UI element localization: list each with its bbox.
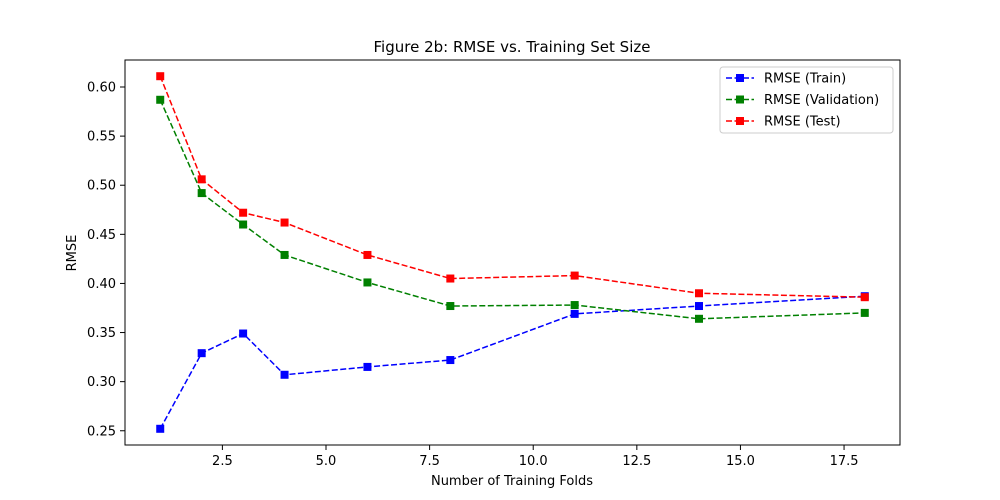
data-point-marker bbox=[239, 220, 248, 229]
x-tick-label: 7.5 bbox=[419, 454, 440, 469]
data-point-marker bbox=[860, 293, 869, 302]
legend-label: RMSE (Validation) bbox=[764, 93, 879, 108]
data-point-marker bbox=[197, 175, 206, 184]
y-tick-label: 0.60 bbox=[87, 81, 116, 96]
y-tick-label: 0.50 bbox=[87, 179, 116, 194]
legend-label: RMSE (Train) bbox=[764, 72, 846, 87]
data-point-marker bbox=[239, 329, 248, 338]
data-point-marker bbox=[570, 301, 579, 310]
series-rmse-validation bbox=[156, 95, 869, 323]
y-tick-label: 0.35 bbox=[87, 326, 116, 341]
data-point-marker bbox=[197, 349, 206, 358]
x-axis-title: Number of Training Folds bbox=[431, 474, 593, 489]
series-rmse-test bbox=[156, 72, 869, 302]
data-point-marker bbox=[570, 271, 579, 280]
x-tick-label: 17.5 bbox=[830, 454, 859, 469]
data-point-marker bbox=[446, 356, 455, 365]
data-point-marker bbox=[694, 289, 703, 298]
legend-item: RMSE (Test) bbox=[726, 115, 841, 130]
y-tick-label: 0.55 bbox=[87, 130, 116, 145]
data-point-marker bbox=[156, 72, 165, 81]
series-layer bbox=[156, 72, 869, 433]
data-point-marker bbox=[239, 208, 248, 217]
data-point-marker bbox=[363, 362, 372, 371]
legend-item: RMSE (Validation) bbox=[726, 93, 879, 108]
data-point-marker bbox=[280, 250, 289, 259]
data-point-marker bbox=[280, 218, 289, 227]
y-tick-label: 0.40 bbox=[87, 277, 116, 292]
data-point-marker bbox=[363, 250, 372, 259]
y-tick-label: 0.25 bbox=[87, 424, 116, 439]
y-tick-label: 0.45 bbox=[87, 228, 116, 243]
chart-title: Figure 2b: RMSE vs. Training Set Size bbox=[374, 38, 651, 56]
y-axis-title: RMSE bbox=[65, 235, 80, 272]
legend-marker-swatch bbox=[736, 74, 744, 82]
data-point-marker bbox=[197, 189, 206, 198]
data-point-marker bbox=[156, 424, 165, 433]
legend: RMSE (Train) RMSE (Validation) RMSE (Test) bbox=[719, 66, 894, 134]
data-point-marker bbox=[694, 302, 703, 311]
data-point-marker bbox=[446, 302, 455, 311]
legend-frame bbox=[719, 66, 894, 134]
legend-label: RMSE (Test) bbox=[764, 115, 841, 130]
x-tick-label: 2.5 bbox=[212, 454, 233, 469]
data-point-marker bbox=[156, 95, 165, 104]
data-point-marker bbox=[363, 278, 372, 287]
x-tick-label: 12.5 bbox=[622, 454, 651, 469]
data-point-marker bbox=[860, 308, 869, 317]
data-point-marker bbox=[694, 314, 703, 323]
legend-item: RMSE (Train) bbox=[726, 72, 846, 87]
data-point-marker bbox=[280, 370, 289, 379]
x-tick-label: 10.0 bbox=[519, 454, 548, 469]
x-tick-label: 15.0 bbox=[726, 454, 755, 469]
legend-marker-swatch bbox=[736, 95, 744, 104]
data-point-marker bbox=[570, 309, 579, 318]
series-line bbox=[159, 75, 865, 298]
plot-area bbox=[124, 59, 901, 446]
legend-marker-swatch bbox=[736, 117, 744, 125]
x-tick-label: 5.0 bbox=[316, 454, 337, 469]
x-axis: 2.5 5.0 7.5 10.0 12.5 15.0 17.5 bbox=[212, 445, 859, 469]
series-rmse-train bbox=[156, 292, 869, 433]
y-tick-label: 0.30 bbox=[87, 375, 116, 390]
data-point-marker bbox=[446, 274, 455, 283]
y-axis: 0.25 0.30 0.35 0.40 0.45 0.50 0.55 0.60 bbox=[87, 81, 125, 439]
